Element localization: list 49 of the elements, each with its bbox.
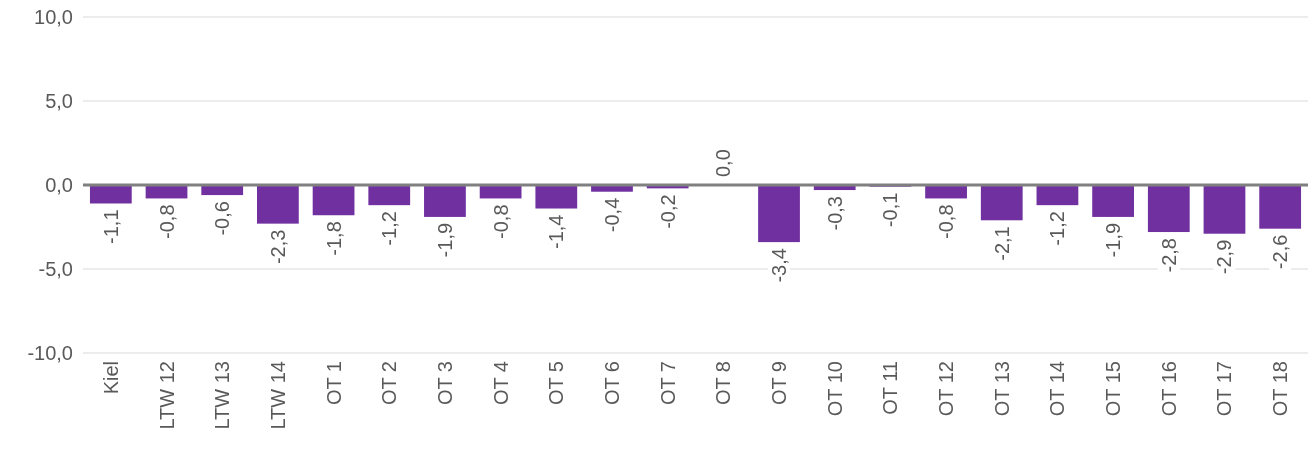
data-label: -0,8	[155, 204, 178, 239]
data-label: -0,8	[489, 204, 512, 239]
data-label: -0,6	[211, 201, 234, 236]
x-tick-label: OT 2	[378, 361, 401, 406]
x-tick-label: OT 10	[823, 361, 846, 417]
x-tick-label: OT 15	[1102, 361, 1125, 417]
data-label: -2,8	[1157, 238, 1180, 273]
data-label: -0,1	[879, 192, 902, 228]
y-tick-label: 5,0	[45, 89, 73, 112]
x-tick-label: OT 5	[545, 361, 568, 406]
x-tick-label: OT 6	[600, 361, 623, 406]
data-label: -1,9	[433, 222, 456, 258]
x-tick-label: OT 18	[1269, 361, 1292, 417]
data-label: -1,9	[1102, 222, 1125, 258]
data-label: -1,4	[545, 214, 568, 249]
x-tick-label: OT 12	[935, 361, 958, 417]
x-tick-label: LTW 12	[155, 361, 178, 430]
x-tick-label: OT 7	[656, 361, 679, 406]
data-label: -1,1	[99, 209, 122, 244]
data-label: -3,4	[768, 248, 791, 283]
data-label: -2,3	[266, 229, 289, 265]
data-label: -1,2	[1046, 211, 1069, 246]
data-label: -2,1	[990, 226, 1013, 261]
data-label: -0,3	[823, 196, 846, 231]
y-tick-label: 10,0	[34, 5, 73, 28]
y-tick-label: -5,0	[38, 257, 73, 280]
data-label: -1,2	[378, 211, 401, 246]
x-tick-label: OT 13	[990, 361, 1013, 417]
x-tick-label: Kiel	[99, 361, 122, 395]
x-tick-label: OT 8	[712, 361, 735, 406]
y-tick-label: 0,0	[45, 173, 73, 196]
x-tick-label: LTW 14	[266, 361, 289, 430]
x-tick-label: OT 14	[1046, 361, 1069, 417]
data-label: -0,8	[935, 204, 958, 239]
y-tick-label: -10,0	[27, 341, 73, 364]
data-label: -2,6	[1269, 234, 1292, 270]
x-tick-label: OT 16	[1157, 361, 1180, 417]
x-tick-label: OT 4	[489, 361, 512, 406]
x-tick-label: OT 11	[879, 361, 902, 415]
data-label: 0,0	[712, 149, 735, 177]
x-tick-label: LTW 13	[211, 361, 234, 430]
x-tick-label: OT 1	[322, 361, 345, 406]
x-tick-label: OT 17	[1213, 361, 1236, 417]
x-tick-label: OT 3	[433, 361, 456, 406]
data-label: -0,2	[656, 194, 679, 229]
x-tick-label: OT 9	[768, 361, 791, 406]
data-label: -0,4	[600, 197, 623, 233]
data-label: -1,8	[322, 221, 345, 256]
data-label: -2,9	[1213, 239, 1236, 275]
